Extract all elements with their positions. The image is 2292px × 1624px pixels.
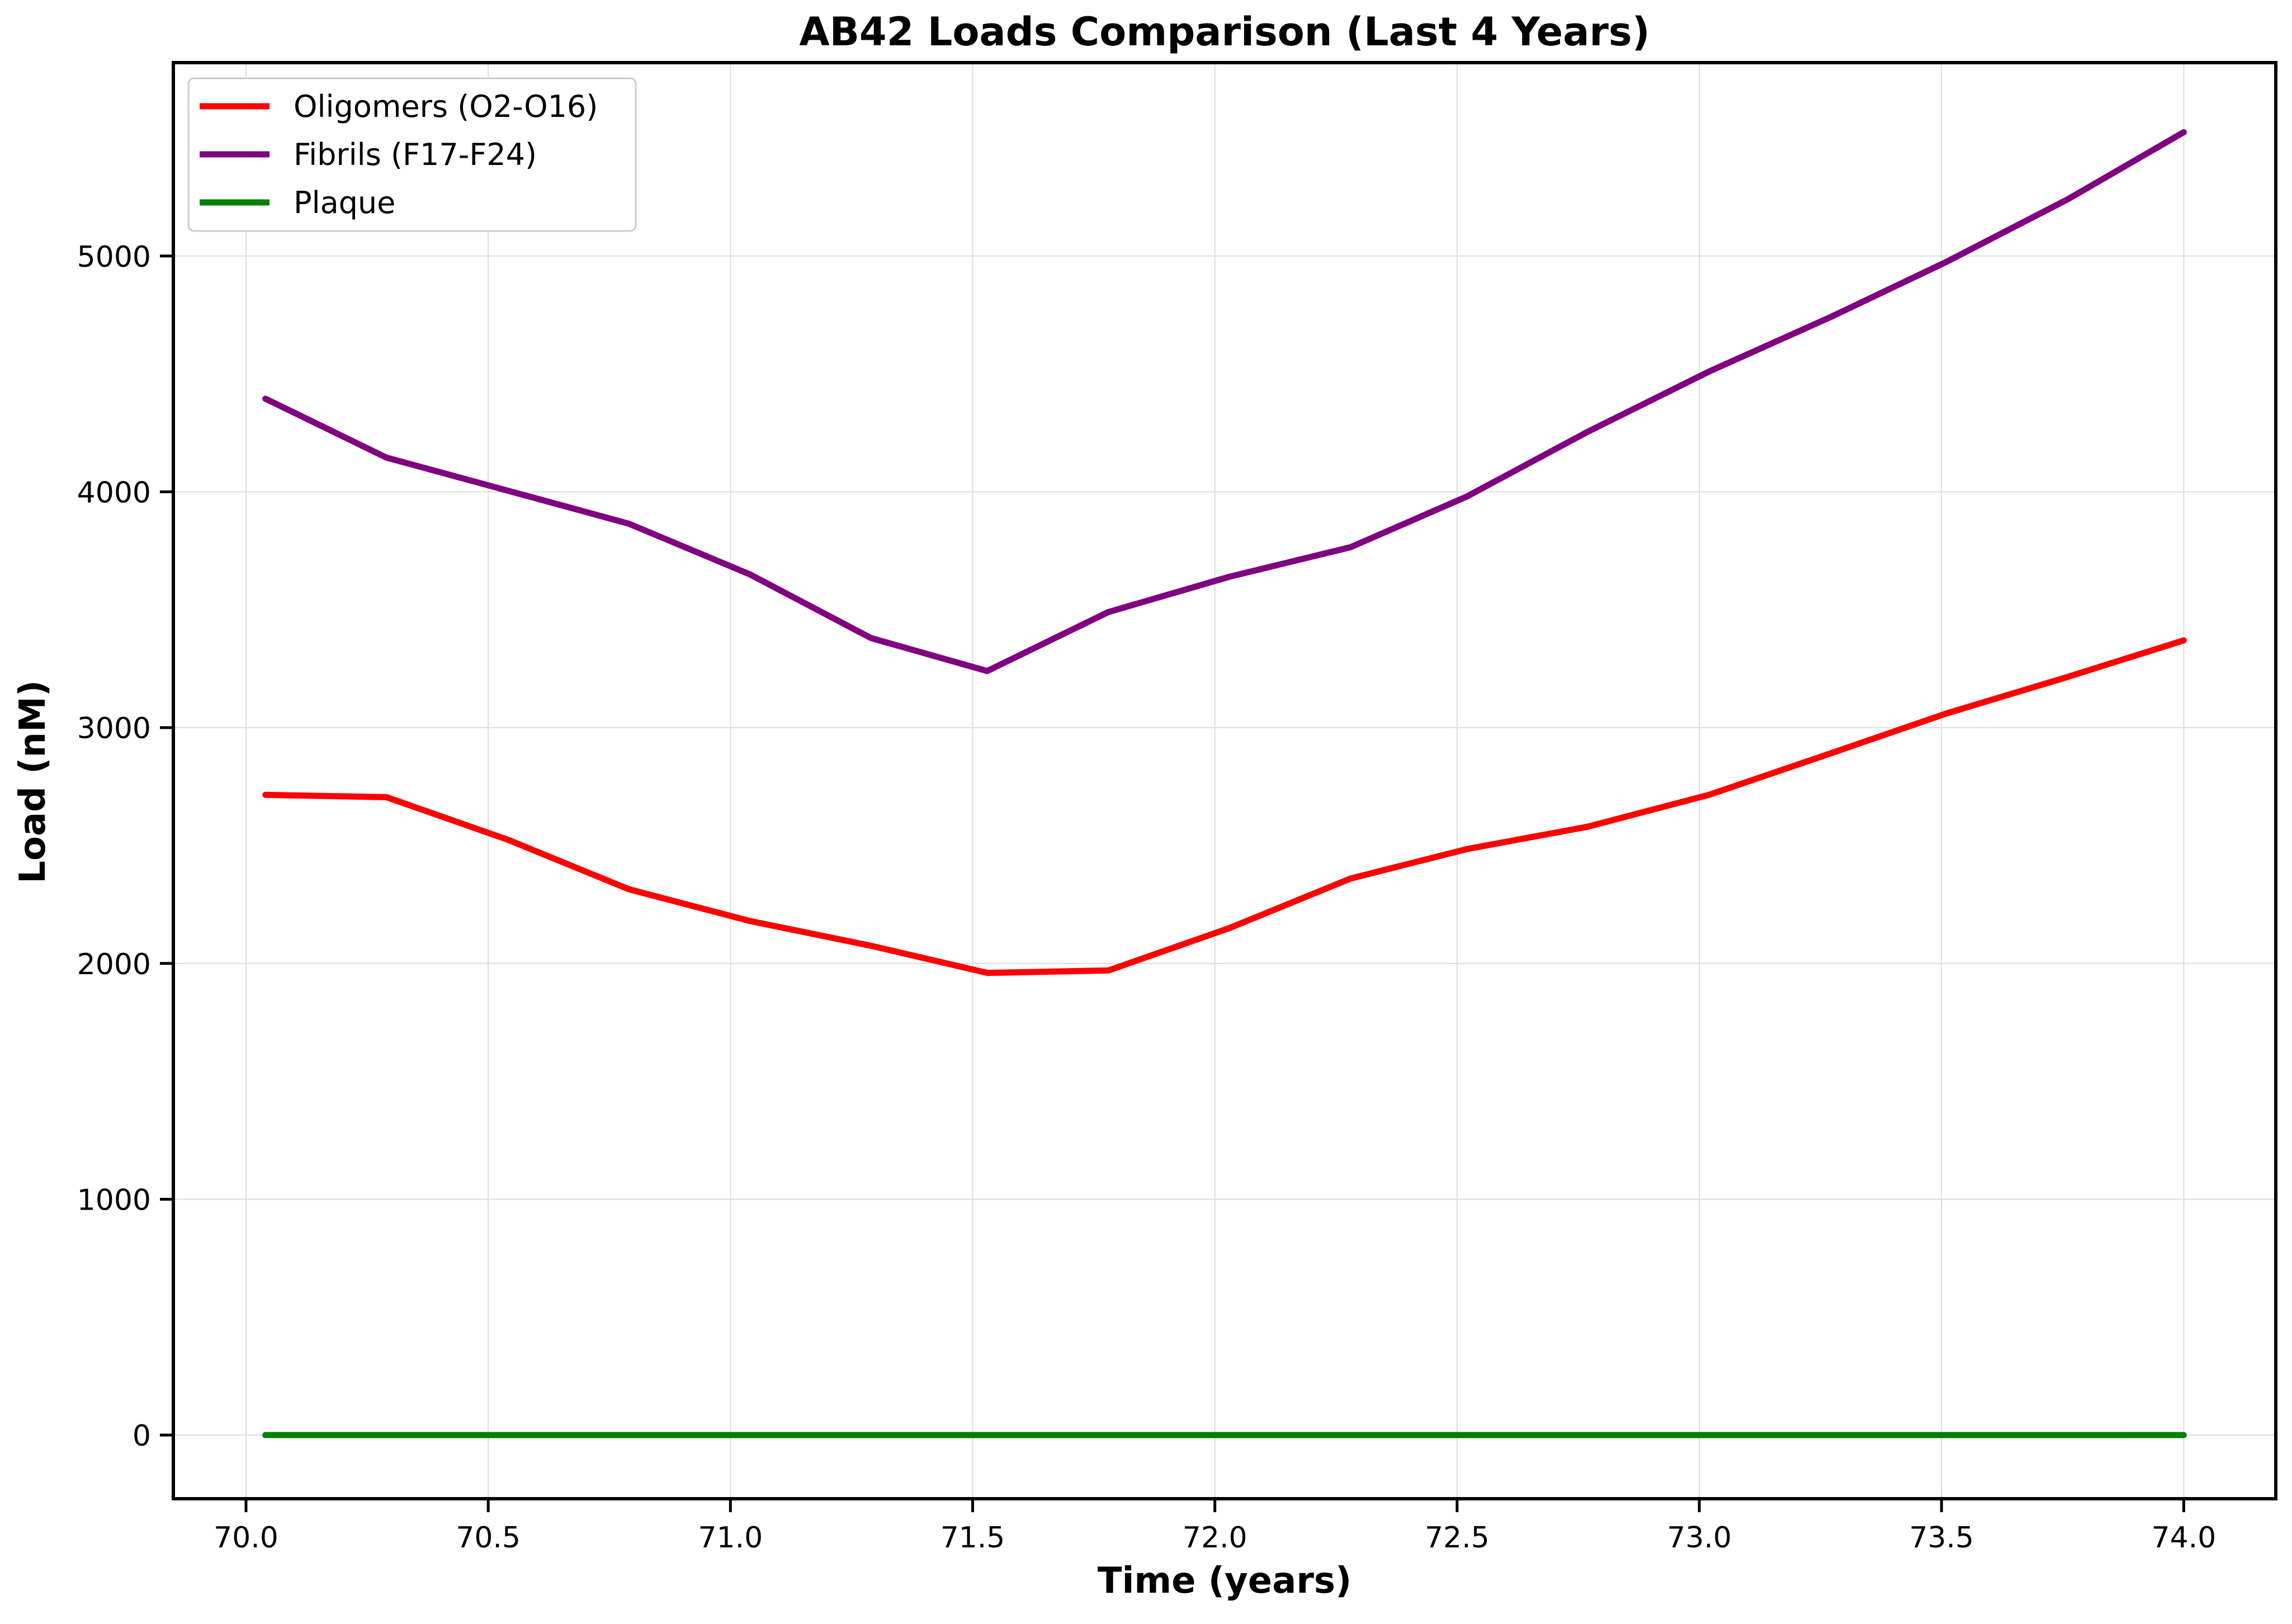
y-tick-label: 4000 — [77, 476, 151, 509]
x-tick-label: 71.0 — [698, 1521, 763, 1555]
series-line-oligomers — [262, 637, 2187, 976]
x-tick-label: 70.5 — [456, 1521, 521, 1555]
y-axis-label: Load (nM) — [12, 680, 54, 884]
x-axis-label: Time (years) — [1098, 1560, 1351, 1602]
x-tick-label: 72.5 — [1425, 1521, 1490, 1555]
legend-label: Fibrils (F17-F24) — [294, 137, 537, 172]
legend-label: Plaque — [294, 185, 395, 220]
axis-ticks: 70.0 70.5 71.0 71.5 72.0 72.5 73.0 73.5 74.0 0 100… — [77, 240, 2217, 1555]
series-line-fibrils — [262, 129, 2187, 674]
x-tick-label: 72.0 — [1183, 1521, 1247, 1555]
y-tick-label: 1000 — [77, 1183, 151, 1217]
series-lines — [262, 129, 2187, 1438]
legend-label: Oligomers (O2-O16) — [294, 89, 598, 124]
x-tick-label: 71.5 — [941, 1521, 1005, 1555]
legend: Oligomers (O2-O16) Fibrils (F17-F24) Plaqu… — [187, 77, 637, 232]
chart-title: AB42 Loads Comparison (Last 4 Years) — [799, 9, 1650, 55]
grid — [173, 63, 2276, 1499]
legend-box — [187, 77, 637, 232]
y-tick-label: 0 — [133, 1419, 151, 1453]
plot-frame — [172, 61, 2277, 1500]
x-tick-label: 73.0 — [1667, 1521, 1732, 1555]
y-tick-label: 5000 — [77, 240, 151, 274]
y-tick-label: 2000 — [77, 948, 151, 981]
x-tick-label: 74.0 — [2152, 1521, 2217, 1555]
y-tick-label: 3000 — [77, 712, 151, 745]
x-tick-label: 73.5 — [1909, 1521, 1974, 1555]
x-tick-label: 70.0 — [214, 1521, 278, 1555]
